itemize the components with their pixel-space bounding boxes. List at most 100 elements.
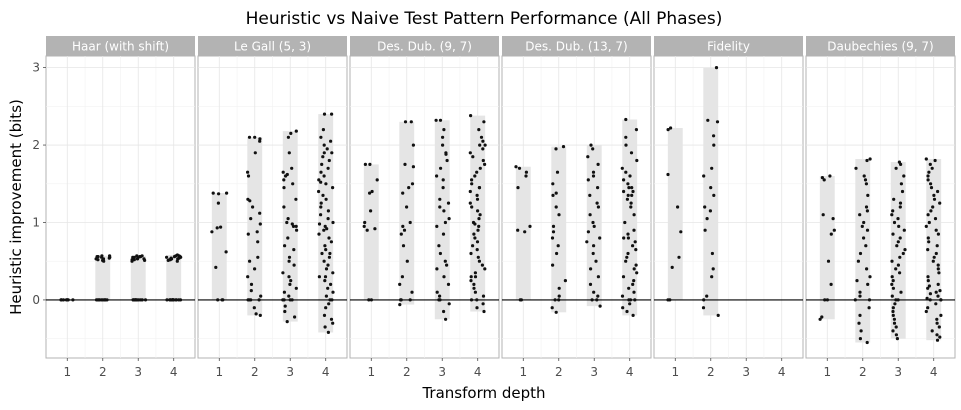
- data-point: [929, 209, 933, 213]
- data-point: [666, 172, 670, 177]
- data-point: [249, 289, 253, 293]
- data-point: [903, 248, 907, 252]
- data-point: [317, 222, 322, 226]
- x-tick-label: 2: [707, 365, 715, 379]
- data-point: [666, 298, 670, 302]
- data-point: [71, 298, 75, 302]
- data-point: [320, 251, 324, 256]
- data-point: [134, 298, 138, 302]
- range-band: [282, 131, 298, 322]
- data-point: [701, 306, 706, 310]
- data-point: [632, 228, 636, 232]
- data-point: [859, 329, 863, 333]
- data-point: [891, 209, 895, 213]
- data-point: [554, 191, 558, 195]
- x-tick-label: 2: [555, 365, 563, 379]
- data-point: [475, 298, 479, 302]
- data-point: [622, 189, 626, 194]
- data-point: [936, 232, 941, 236]
- data-point: [165, 255, 169, 259]
- data-point: [138, 255, 143, 259]
- data-point: [447, 302, 451, 306]
- data-point: [327, 236, 331, 240]
- data-point: [323, 279, 327, 283]
- data-point: [317, 232, 321, 236]
- data-point: [445, 158, 449, 163]
- data-point: [473, 236, 477, 240]
- data-point: [286, 236, 290, 240]
- data-point: [891, 306, 895, 310]
- data-point: [292, 263, 296, 267]
- facet-strip: [502, 36, 651, 56]
- data-point: [629, 205, 633, 209]
- data-point: [677, 255, 681, 259]
- data-point: [676, 205, 680, 209]
- range-band: [95, 255, 111, 300]
- data-point: [933, 158, 937, 163]
- data-point: [626, 182, 630, 186]
- data-point: [523, 230, 527, 234]
- data-point: [894, 267, 898, 271]
- data-point: [177, 298, 181, 302]
- data-point: [632, 290, 636, 294]
- data-point: [631, 189, 635, 194]
- data-point: [368, 191, 372, 195]
- data-point: [248, 259, 252, 263]
- data-point: [256, 240, 260, 244]
- data-point: [482, 120, 486, 124]
- data-point: [626, 251, 630, 256]
- data-point: [225, 191, 229, 195]
- data-point: [896, 263, 901, 267]
- data-point: [591, 170, 596, 174]
- data-point: [405, 205, 409, 209]
- facet-panel: Fidelity 1 2 3 4: [653, 36, 804, 379]
- data-point: [891, 279, 895, 283]
- data-point: [866, 282, 870, 286]
- data-point: [325, 227, 329, 231]
- data-point: [408, 220, 412, 225]
- data-point: [862, 174, 866, 178]
- data-point: [900, 189, 905, 194]
- data-point: [927, 284, 932, 288]
- data-point: [483, 267, 487, 271]
- data-point: [928, 162, 932, 166]
- data-point: [249, 217, 253, 221]
- data-point: [862, 220, 866, 225]
- data-point: [442, 128, 446, 132]
- data-point: [897, 224, 901, 228]
- data-point: [328, 251, 332, 256]
- data-point: [319, 170, 323, 174]
- data-point: [898, 255, 902, 259]
- data-point: [557, 286, 561, 290]
- data-point: [101, 298, 105, 302]
- data-point: [324, 182, 328, 186]
- data-point: [895, 244, 899, 248]
- x-tick-label: 4: [626, 365, 634, 379]
- data-point: [926, 174, 930, 178]
- data-point: [246, 197, 250, 201]
- data-point: [373, 227, 377, 231]
- data-point: [363, 220, 367, 225]
- data-point: [322, 112, 327, 116]
- data-point: [620, 166, 624, 170]
- data-point: [828, 174, 832, 178]
- range-band: [211, 193, 227, 300]
- data-point: [483, 162, 487, 166]
- x-tick-label: 4: [170, 365, 178, 379]
- data-point: [831, 217, 835, 221]
- data-point: [589, 267, 593, 271]
- data-point: [596, 275, 601, 279]
- data-point: [630, 193, 634, 197]
- data-point: [103, 298, 107, 302]
- data-point: [896, 240, 900, 244]
- data-point: [475, 240, 480, 244]
- data-point: [591, 251, 595, 256]
- data-point: [586, 155, 590, 159]
- data-point: [924, 224, 928, 228]
- data-point: [890, 259, 894, 263]
- data-point: [898, 205, 902, 209]
- data-point: [865, 340, 869, 345]
- data-point: [470, 205, 474, 209]
- data-point: [634, 263, 638, 267]
- data-point: [924, 309, 928, 314]
